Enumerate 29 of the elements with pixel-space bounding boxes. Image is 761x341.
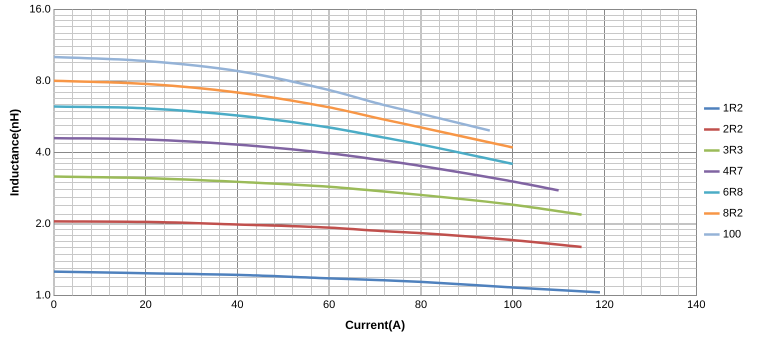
legend-label: 4R7 <box>722 166 744 178</box>
x-tick-label: 40 <box>231 299 244 312</box>
x-tick-label: 120 <box>595 299 614 312</box>
legend-label: 8R2 <box>722 208 744 220</box>
y-tick-label: 4.0 <box>36 146 51 159</box>
x-axis-title: Current(A) <box>345 318 406 332</box>
line-series <box>54 80 514 149</box>
x-tick-label: 0 <box>50 299 57 312</box>
line-series <box>54 175 583 216</box>
x-tick-label: 20 <box>139 299 152 312</box>
x-tick-label: 60 <box>323 299 336 312</box>
x-tick-label: 140 <box>687 299 706 312</box>
y-tick-label: 8.0 <box>36 75 51 88</box>
y-axis-title: Inductance(nH) <box>8 108 22 196</box>
y-tick-label: 2.0 <box>36 218 51 230</box>
line-series <box>54 220 583 248</box>
legend-label: 1R2 <box>722 102 744 115</box>
line-series <box>54 105 514 166</box>
y-tick-label: 16.0 <box>29 4 51 16</box>
line-series <box>54 270 602 294</box>
legend-label: 100 <box>722 228 742 241</box>
legend-label: 6R8 <box>722 186 744 199</box>
x-tick-label: 80 <box>414 299 428 312</box>
line-series <box>54 56 492 132</box>
y-tick-label: 1.0 <box>36 289 51 302</box>
legend-label: 3R3 <box>722 144 744 157</box>
legend-label: 2R2 <box>722 124 744 136</box>
x-tick-label: 100 <box>504 299 522 312</box>
line-series <box>54 136 560 192</box>
